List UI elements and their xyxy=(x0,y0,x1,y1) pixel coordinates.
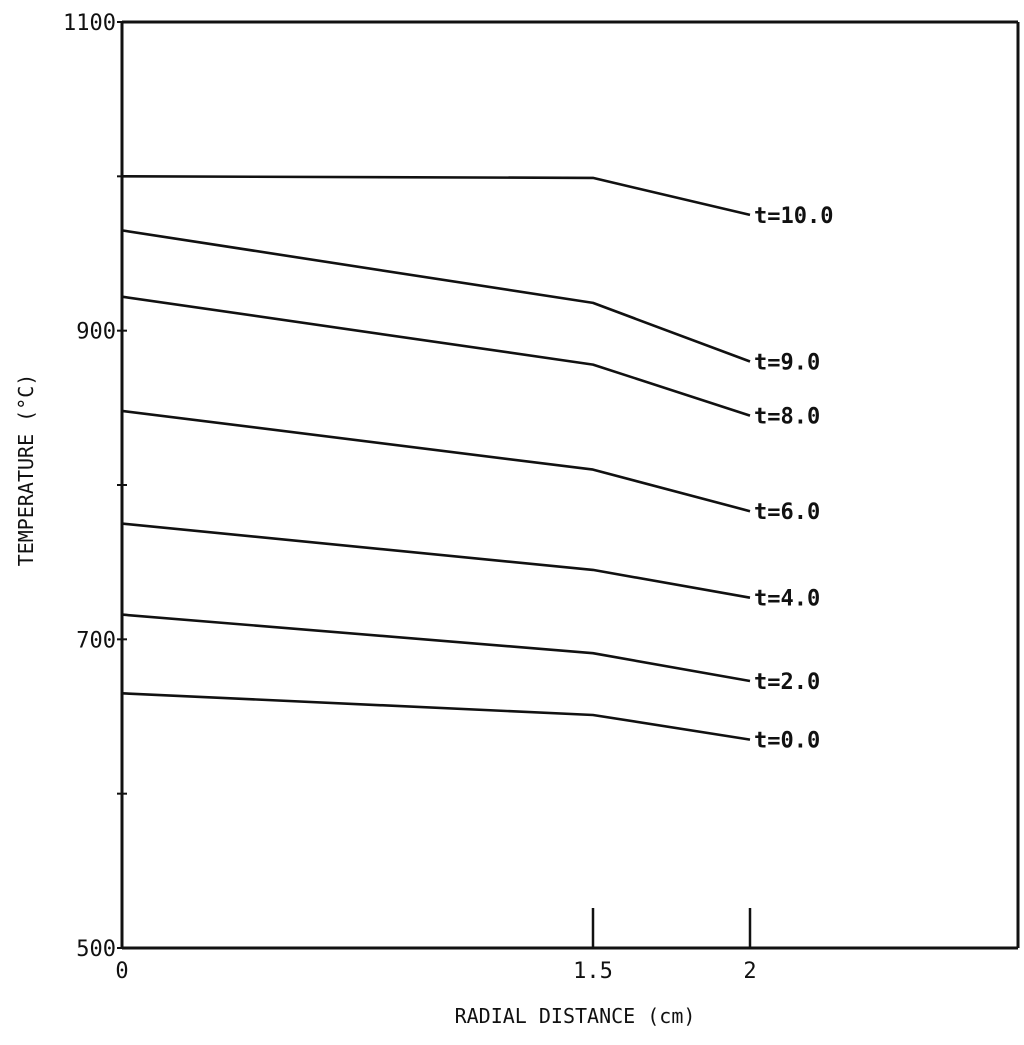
series-label: t=2.0 xyxy=(754,670,820,695)
y-tick-label: 1100 xyxy=(63,11,116,36)
ticks: 500 700 900 1100 0 1.5 2 xyxy=(63,11,757,984)
series-label: t=0.0 xyxy=(754,729,820,754)
series-lines xyxy=(121,175,751,741)
y-tick-label: 500 xyxy=(76,937,116,962)
y-axis-title: TEMPERATURE (°C) xyxy=(14,374,38,567)
series-line xyxy=(121,522,751,599)
x-tick-label: 2 xyxy=(743,959,756,984)
series-line xyxy=(121,613,751,683)
x-tick-label: 0 xyxy=(115,959,128,984)
y-tick-label: 900 xyxy=(76,320,116,345)
x-tick-label: 1.5 xyxy=(573,959,613,984)
series-label: t=8.0 xyxy=(754,405,820,430)
axes xyxy=(120,20,1020,950)
x-axis-title: RADIAL DISTANCE (cm) xyxy=(455,1004,696,1028)
series-line xyxy=(121,175,751,217)
series-line xyxy=(121,409,751,513)
series-line xyxy=(121,692,751,741)
series-label: t=4.0 xyxy=(754,587,820,612)
series-line xyxy=(121,295,751,417)
series-line xyxy=(121,229,751,363)
series-labels: t=10.0 t=9.0 t=8.0 t=6.0 t=4.0 t=2.0 t=0.0 xyxy=(754,204,833,754)
series-label: t=6.0 xyxy=(754,500,820,525)
series-label: t=10.0 xyxy=(754,204,833,229)
y-tick-label: 700 xyxy=(76,628,116,653)
series-label: t=9.0 xyxy=(754,351,820,376)
